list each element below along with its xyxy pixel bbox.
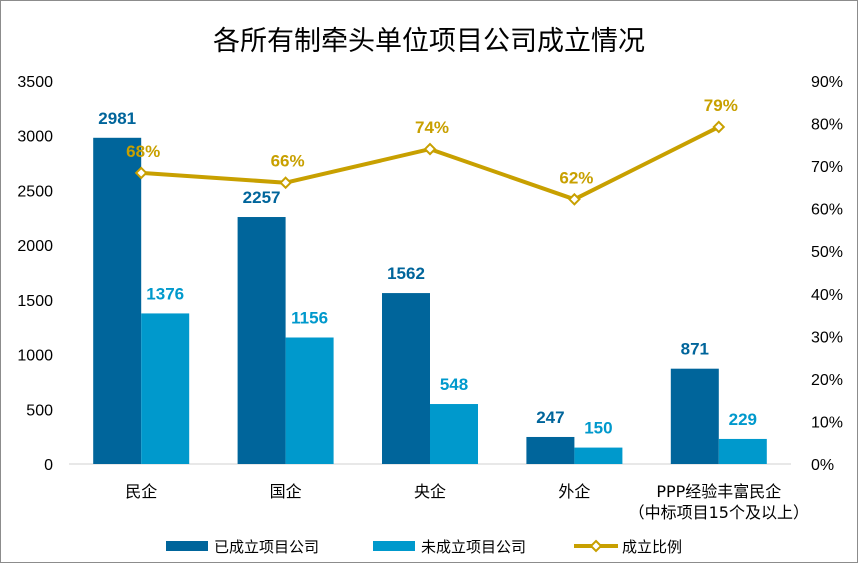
bar-established xyxy=(237,217,286,464)
right-tick-label: 90% xyxy=(811,74,843,91)
ratio-marker xyxy=(712,120,726,134)
bar-established xyxy=(93,137,142,464)
axes: 0 500 1000 1500 2000 2500 3000 3500 0% 10% 20% 30% 4… xyxy=(17,74,843,522)
ratio-line xyxy=(134,120,726,206)
legend-label: 未成立项目公司 xyxy=(421,538,526,556)
bar-not-established-label: 548 xyxy=(440,375,468,394)
left-tick-label: 3000 xyxy=(17,129,53,146)
category-label: PPP经验丰富民企 xyxy=(656,482,781,501)
left-tick-label: 2500 xyxy=(17,183,53,200)
ratio-label: 68% xyxy=(126,142,160,161)
bar-established-label: 2257 xyxy=(243,188,281,207)
right-tick-label: 30% xyxy=(811,329,843,346)
bar-established-label: 247 xyxy=(536,408,564,427)
legend-label: 成立比例 xyxy=(622,538,682,556)
bar-established-label: 1562 xyxy=(387,264,425,283)
bar-not-established-label: 150 xyxy=(584,419,612,438)
bars xyxy=(93,137,767,464)
ratio-marker xyxy=(279,176,293,190)
bar-not-established xyxy=(430,404,478,464)
bar-established xyxy=(670,368,719,464)
category-sublabel: （中标项目15个及以上） xyxy=(629,503,809,522)
ratio-label: 74% xyxy=(415,118,449,137)
legend-marker xyxy=(589,539,603,553)
bar-not-established xyxy=(718,438,767,464)
right-tick-label: 80% xyxy=(811,117,843,134)
ratio-label: 66% xyxy=(271,152,305,171)
right-tick-label: 70% xyxy=(811,159,843,176)
right-tick-label: 10% xyxy=(811,414,843,431)
ratio-label: 62% xyxy=(559,168,593,187)
category-label: 外企 xyxy=(558,482,590,501)
bar-established xyxy=(382,293,430,464)
left-tick-label: 3500 xyxy=(17,74,53,91)
ratio-marker xyxy=(134,166,148,180)
bar-not-established-label: 1376 xyxy=(146,284,184,303)
bar-not-established xyxy=(285,337,334,464)
left-tick-label: 1000 xyxy=(17,348,53,365)
left-tick-label: 500 xyxy=(26,402,53,419)
bar-not-established-label: 1156 xyxy=(291,309,328,328)
legend: 已成立项目公司 未成立项目公司 成立比例 xyxy=(166,538,682,556)
category-label: 国企 xyxy=(270,482,302,501)
right-tick-label: 20% xyxy=(811,372,843,389)
right-tick-label: 60% xyxy=(811,202,843,219)
bar-not-established-label: 229 xyxy=(729,410,757,429)
left-tick-label: 1500 xyxy=(17,293,53,310)
ratio-line-path xyxy=(141,125,720,202)
right-tick-label: 40% xyxy=(811,287,843,304)
bar-established-label: 2981 xyxy=(98,109,136,128)
category-label: 央企 xyxy=(414,482,446,501)
right-tick-label: 0% xyxy=(811,457,834,474)
bar-not-established xyxy=(574,447,623,464)
left-tick-label: 0 xyxy=(44,457,53,474)
ratio-marker xyxy=(567,192,581,206)
bar-not-established xyxy=(141,313,190,464)
chart-title: 各所有制牵头单位项目公司成立情况 xyxy=(213,26,645,57)
bar-established xyxy=(526,436,575,464)
left-tick-label: 2000 xyxy=(17,238,53,255)
ratio-marker xyxy=(423,142,437,156)
ratio-label: 79% xyxy=(704,96,738,115)
legend-swatch xyxy=(373,541,415,551)
category-label: 民企 xyxy=(125,482,157,501)
bar-established-label: 871 xyxy=(681,340,709,359)
data-labels: 2981 1376 2257 1156 1562 548 247 150 871 229 68% 66… xyxy=(98,96,757,438)
legend-label: 已成立项目公司 xyxy=(214,538,319,556)
right-tick-label: 50% xyxy=(811,244,843,261)
legend-swatch xyxy=(166,541,208,551)
